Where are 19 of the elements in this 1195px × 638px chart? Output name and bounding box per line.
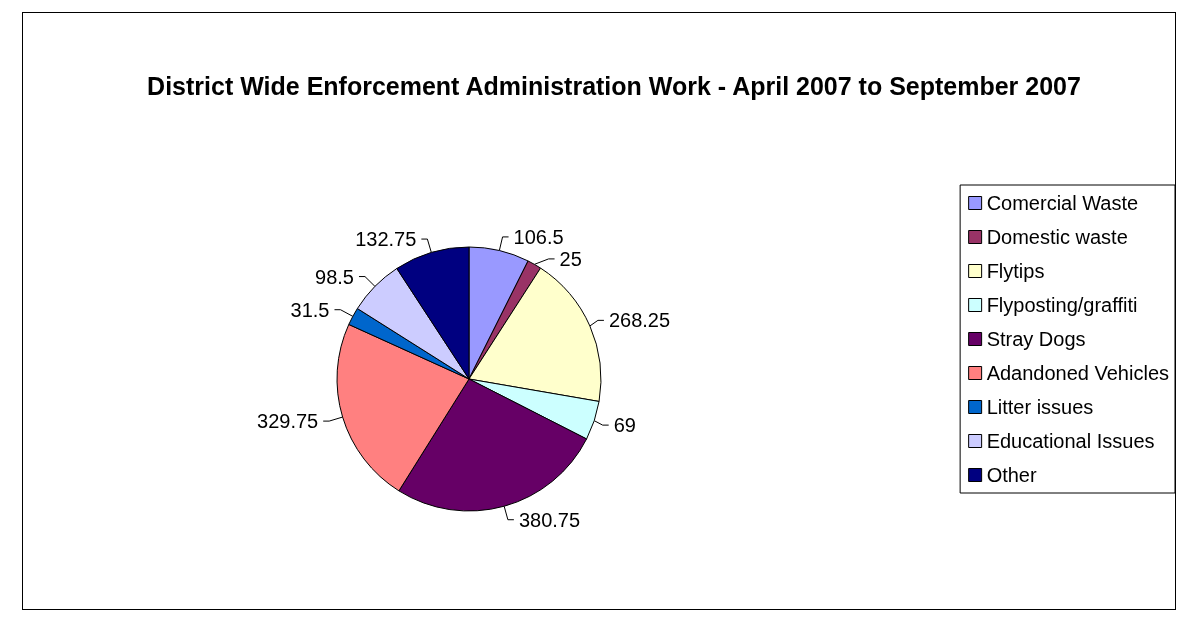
data-label: 31.5 [290,298,330,321]
legend-label: Educational Issues [986,430,1155,452]
data-label: 132.75 [355,228,417,251]
legend-label: Litter issues [986,396,1094,418]
legend-label: Adandoned Vehicles [986,362,1169,384]
legend-label: Other [986,464,1037,486]
data-label: 69 [613,414,636,437]
data-label: 98.5 [315,265,354,288]
legend-label: Stray Dogs [986,328,1086,350]
data-label: 25 [559,247,582,270]
data-label: 380.75 [518,508,581,531]
legend-label: Flyposting/graffiti [986,294,1138,316]
chart-title: District Wide Enforcement Administration Work - April 2007 to September 2007 [147,72,1081,100]
data-label: 106.5 [513,225,564,248]
data-label: 329.75 [257,410,319,433]
legend-label: Comercial Waste [986,192,1139,214]
legend-label: Flytips [986,260,1045,282]
data-label: 268.25 [608,309,671,332]
legend-label: Domestic waste [986,226,1128,248]
